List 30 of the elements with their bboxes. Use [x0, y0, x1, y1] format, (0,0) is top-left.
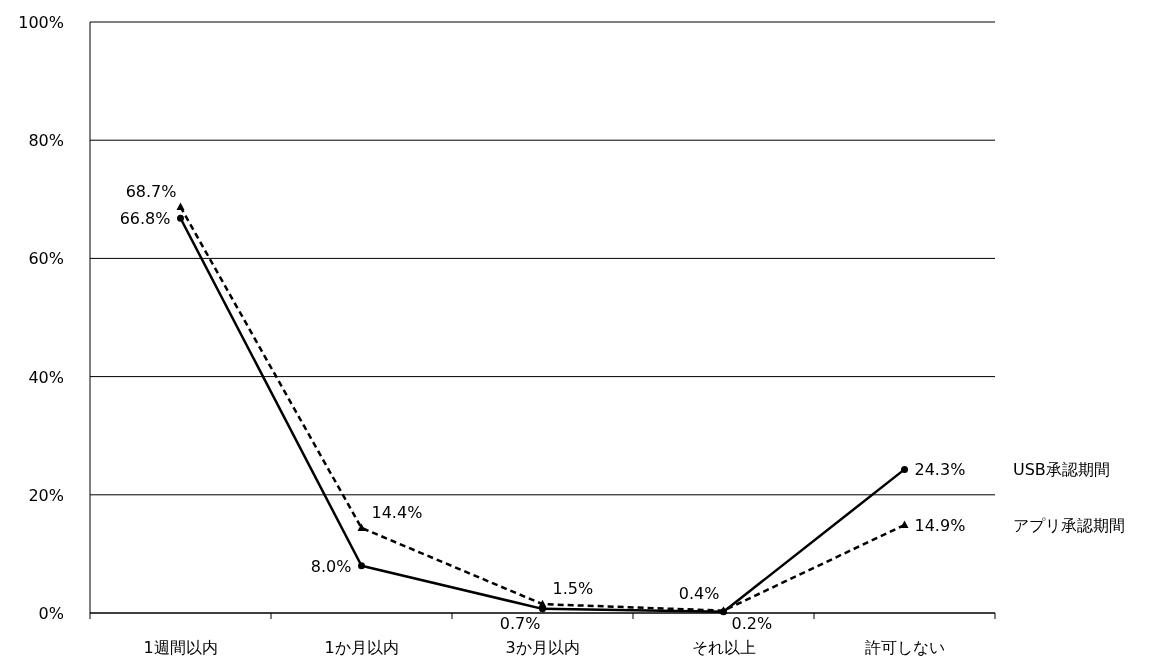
- x-tick-label: 1週間以内: [143, 638, 218, 657]
- x-tick-label: 3か月以内: [505, 638, 580, 657]
- y-tick-label: 0%: [38, 604, 64, 623]
- x-tick-label: 許可しない: [864, 638, 945, 657]
- data-label: 8.0%: [310, 556, 352, 576]
- text: アプリ承認期間: [1013, 515, 1125, 535]
- point: [901, 465, 908, 473]
- y-tick-label: 20%: [28, 485, 64, 505]
- data-label: 0.2%: [731, 613, 773, 633]
- x-tick-label: それ以上: [691, 638, 756, 657]
- data-label: 66.8%: [119, 209, 171, 229]
- data-label: 14.4%: [371, 502, 423, 522]
- y-tick-label: 40%: [28, 367, 64, 387]
- y-tick-label: 100%: [18, 13, 64, 32]
- data-label: 0.4%: [678, 583, 720, 603]
- point: [358, 562, 365, 570]
- text: USB承認期間: [1013, 460, 1110, 480]
- data-label: 1.5%: [552, 579, 594, 599]
- point: [538, 599, 547, 608]
- point: [900, 520, 909, 528]
- data-label: 14.9%: [914, 515, 966, 535]
- point: [176, 202, 185, 210]
- data-label: 24.3%: [914, 460, 966, 480]
- data-label: 68.7%: [125, 181, 177, 201]
- point: [177, 214, 184, 222]
- data-label: 0.7%: [499, 613, 541, 633]
- x-tick-label: 1か月以内: [324, 638, 399, 657]
- point: [357, 523, 366, 531]
- y-tick-label: 60%: [28, 249, 64, 269]
- y-tick-label: 80%: [28, 131, 64, 151]
